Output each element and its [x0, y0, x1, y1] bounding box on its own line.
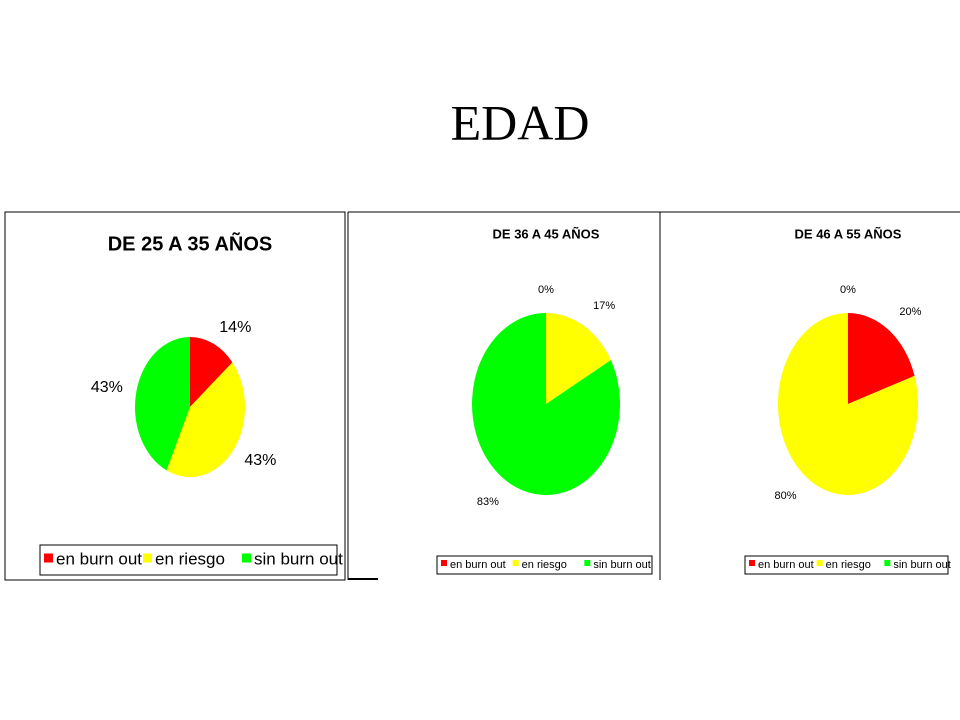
- legend-swatch: [749, 560, 755, 566]
- chart-title: DE 36 A 45 AÑOS: [493, 226, 600, 241]
- data-label: 43%: [91, 379, 123, 396]
- legend-swatch: [584, 560, 591, 566]
- legend-label: en burn out: [56, 549, 142, 568]
- data-label: 0%: [840, 284, 856, 296]
- legend-label: sin burn out: [254, 549, 343, 568]
- data-label: 17%: [593, 300, 615, 312]
- pie-slice: [778, 313, 918, 495]
- legend-swatch: [441, 560, 447, 566]
- legend-label: en riesgo: [522, 559, 567, 571]
- legend-label: sin burn out: [893, 559, 950, 571]
- legend-box: [436, 555, 653, 575]
- pie-slice: [546, 313, 611, 404]
- legend-label: en burn out: [758, 559, 814, 571]
- pie-slice: [472, 313, 620, 495]
- legend-label: sin burn out: [593, 559, 650, 571]
- slide-title: EDAD: [451, 94, 590, 150]
- pie-slice: [848, 313, 915, 404]
- legend-label: en riesgo: [826, 559, 871, 571]
- pie-slice: [190, 337, 233, 407]
- chart-title: DE 25 A 35 AÑOS: [108, 232, 273, 255]
- legend-swatch: [816, 560, 823, 566]
- legend-swatch: [884, 560, 891, 566]
- legend-swatch: [242, 553, 251, 563]
- data-label: 20%: [899, 306, 921, 318]
- chart-title: DE 46 A 55 AÑOS: [795, 226, 902, 241]
- legend-box: [744, 555, 949, 575]
- panel-frame: [4, 211, 346, 581]
- legend-swatch: [44, 553, 53, 563]
- pie-slice: [135, 337, 190, 471]
- legend-box: [39, 544, 338, 576]
- legend-swatch: [512, 560, 519, 566]
- legend-swatch: [143, 553, 152, 563]
- data-label: 0%: [538, 284, 554, 296]
- data-label: 80%: [775, 490, 797, 502]
- legend-label: en burn out: [450, 559, 506, 571]
- data-label: 83%: [477, 496, 499, 508]
- legend-label: en riesgo: [155, 549, 225, 568]
- data-label: 14%: [219, 319, 251, 336]
- pie-slice: [166, 362, 245, 477]
- data-label: 43%: [244, 452, 276, 469]
